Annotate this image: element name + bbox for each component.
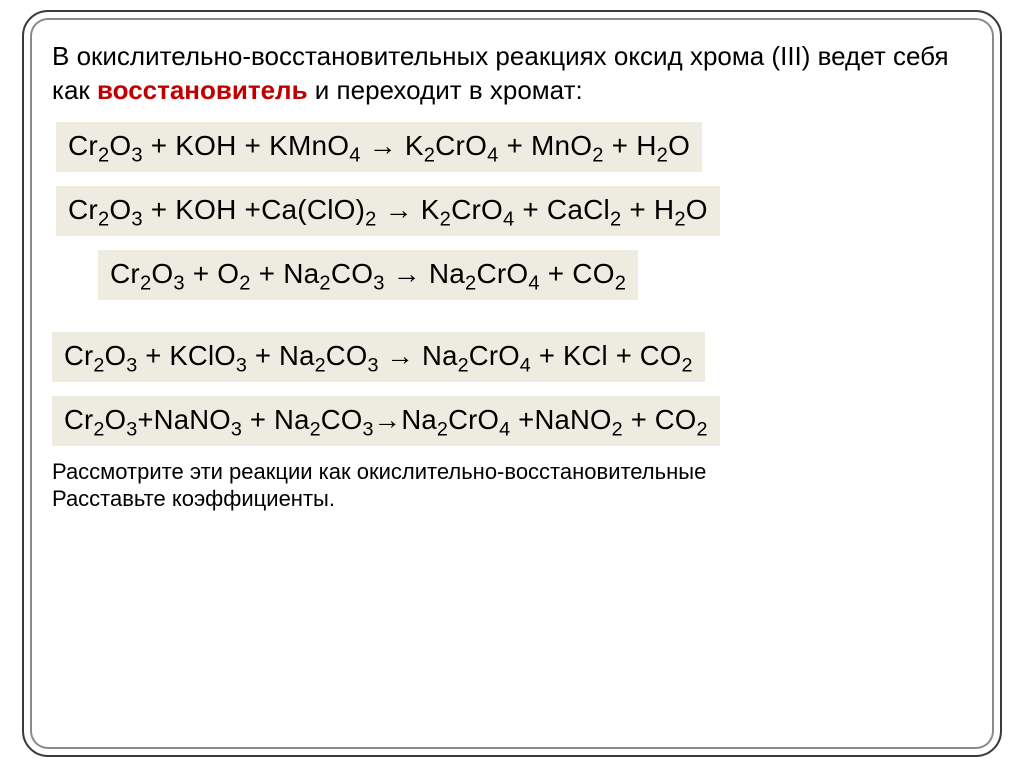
equation-row: Cr2O3 + KOH + KMnO4 → K2CrO4 + MnO2 + H2… xyxy=(52,122,972,172)
equation-3: Cr2O3 + O2 + Na2CO3 → Na2CrO4 + CO2 xyxy=(98,250,638,300)
equations-block: Cr2O3 + KOH + KMnO4 → K2CrO4 + MnO2 + H2… xyxy=(52,122,972,446)
equation-2: Cr2O3 + KOH +Ca(ClO)2 → K2CrO4 + CaCl2 +… xyxy=(56,186,720,236)
equation-row: Cr2O3 + O2 + Na2CO3 → Na2CrO4 + CO2 xyxy=(52,250,972,300)
slide-frame: В окислительно-восстановительных реакция… xyxy=(22,10,1002,757)
task-line-2: Расставьте коэффициенты. xyxy=(52,486,335,511)
intro-text-2: и переходит в хромат: xyxy=(308,75,583,105)
equation-5: Cr2O3+NaNO3 + Na2CO3→Na2CrO4 +NaNO2 + CO… xyxy=(52,396,720,446)
equation-1: Cr2O3 + KOH + KMnO4 → K2CrO4 + MnO2 + H2… xyxy=(56,122,702,172)
equation-row: Cr2O3 + KClO3 + Na2CO3 → Na2CrO4 + KCl +… xyxy=(52,332,972,382)
intro-paragraph: В окислительно-восстановительных реакция… xyxy=(52,40,972,108)
task-line-1: Рассмотрите эти реакции как окислительно… xyxy=(52,459,706,484)
equation-4: Cr2O3 + KClO3 + Na2CO3 → Na2CrO4 + KCl +… xyxy=(52,332,705,382)
equation-row: Cr2O3 + KOH +Ca(ClO)2 → K2CrO4 + CaCl2 +… xyxy=(52,186,972,236)
equation-row: Cr2O3+NaNO3 + Na2CO3→Na2CrO4 +NaNO2 + CO… xyxy=(52,396,972,446)
task-paragraph: Рассмотрите эти реакции как окислительно… xyxy=(52,458,972,513)
intro-highlight: восстановитель xyxy=(97,75,308,105)
